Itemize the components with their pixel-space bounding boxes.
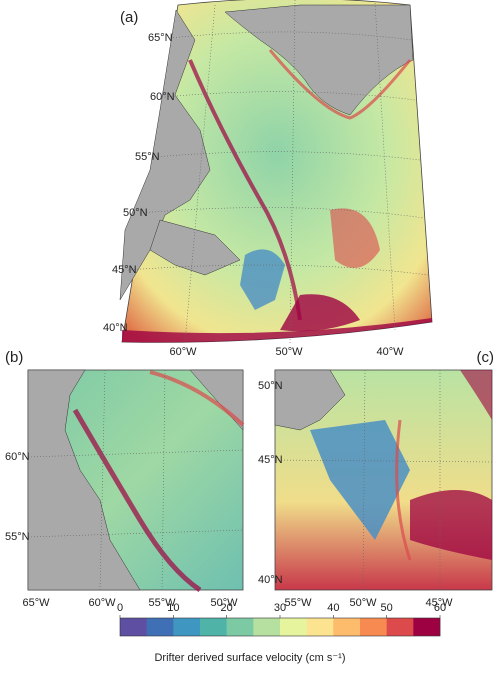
panel-label: (c) — [477, 349, 495, 366]
lat-label: 65°N — [148, 32, 173, 44]
lon-label: 55°W — [148, 597, 176, 609]
colorbar-bin — [146, 618, 174, 636]
lon-label: 50°W — [210, 597, 238, 609]
colorbar-bin — [333, 618, 361, 636]
lat-label: 60°N — [5, 451, 30, 463]
lat-label: 40°N — [103, 322, 128, 334]
colorbar-tick-label: 10 — [167, 602, 179, 614]
lon-label: 40°W — [376, 346, 404, 358]
colorbar-tick-label: 60 — [434, 602, 446, 614]
lon-label: 60°W — [169, 346, 197, 358]
colorbar-bin — [413, 618, 441, 636]
colorbar-bin — [360, 618, 387, 636]
lon-label: 45°W — [425, 597, 453, 609]
colorbar-tick-label: 20 — [221, 602, 233, 614]
lon-label: 65°W — [22, 597, 50, 609]
colorbar-label: Drifter derived surface velocity (cm s⁻¹… — [154, 652, 345, 664]
colorbar-bin — [173, 618, 201, 636]
panel-label: (b) — [5, 349, 23, 366]
colorbar-bin — [280, 618, 307, 636]
lat-label: 50°N — [123, 207, 148, 219]
lat-label: 45°N — [258, 454, 283, 466]
colorbar-bin — [306, 618, 334, 636]
colorbar-tick-label: 50 — [381, 602, 393, 614]
lon-label: 50°W — [349, 597, 377, 609]
panel-b-map — [27, 369, 245, 593]
lat-label: 50°N — [258, 380, 283, 392]
lon-label: 60°W — [88, 597, 116, 609]
colorbar-tick-label: 30 — [274, 602, 286, 614]
lat-label: 45°N — [112, 264, 137, 276]
colorbar-tick-label: 40 — [327, 602, 339, 614]
panel-a-map — [119, 0, 433, 346]
panel-label: (a) — [120, 9, 138, 26]
lat-label: 40°N — [258, 574, 283, 586]
lon-label: 50°W — [275, 346, 303, 358]
lat-label: 55°N — [5, 531, 30, 543]
colorbar-bin — [386, 618, 414, 636]
colorbar-bin — [120, 618, 147, 636]
lon-label: 55°W — [284, 597, 312, 609]
lat-label: 60°N — [150, 91, 175, 103]
colorbar-bin — [226, 618, 254, 636]
colorbar-bin — [200, 618, 227, 636]
panel-c-map — [274, 369, 493, 591]
colorbar-tick-label: 0 — [117, 602, 123, 614]
colorbar-bin — [253, 618, 281, 636]
lat-label: 55°N — [135, 151, 160, 163]
